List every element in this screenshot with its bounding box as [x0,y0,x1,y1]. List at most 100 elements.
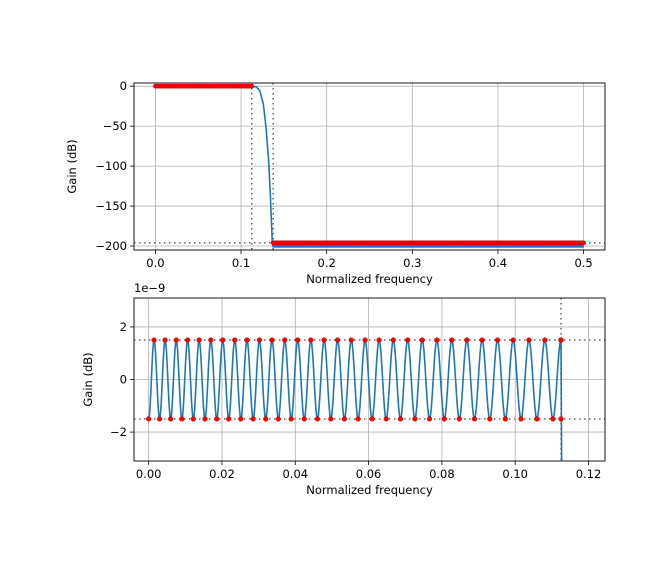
top-x-axis-label: Normalized frequency [306,272,433,286]
y-tick-label: −2 [110,425,127,439]
ripple-extrema-points [146,337,564,422]
y-tick-label: −150 [95,199,127,213]
ripple-extremum-point [321,337,327,343]
x-tick-label: 0.3 [403,256,421,270]
ripple-extremum-point [419,337,425,343]
ripple-extremum-point [156,416,163,422]
ripple-extremum-point [238,416,244,422]
top-grid [134,83,605,250]
ripple-extremum-point [308,337,314,343]
passband-ripple-panel: 0.00 0.02 0.04 0.06 0.08 0.10 0.12 2 0 −2 1e−9 No… [81,281,606,497]
passband-point [249,83,255,89]
ripple-extremum-point [314,416,321,422]
x-tick-label: 0.00 [136,467,162,481]
ripple-extremum-point [328,416,334,422]
ripple-extremum-point [510,337,516,343]
y-axis-offset-label: 1e−9 [134,281,165,295]
ripple-extremum-point [295,337,301,343]
ripple-extremum-point [196,337,202,343]
ripple-extremum-point [232,337,238,343]
bottom-grid [134,298,605,461]
ripple-extremum-point [534,416,540,422]
ripple-extremum-point [434,337,440,343]
ripple-extremum-point [383,416,389,422]
y-tick-label: −100 [95,159,127,173]
ripple-extremum-point [397,416,404,422]
top-axis-ticks: 0.0 0.1 0.2 0.3 0.4 0.5 0 −50 −100 −150 −200 [95,79,592,270]
x-tick-label: 0.4 [489,256,507,270]
ripple-extremum-point [282,337,288,343]
ripple-extremum-point [526,337,532,343]
ripple-extremum-point [558,416,564,422]
ripple-extremum-point [502,416,508,422]
y-tick-label: 0 [120,373,127,387]
ripple-extremum-point [362,337,368,343]
x-tick-label: 0.12 [576,467,602,481]
ripple-extremum-point [376,337,382,343]
x-tick-label: 0.0 [146,256,164,270]
ripple-extremum-point [190,416,196,422]
ripple-extremum-point [220,337,226,343]
ripple-extremum-point [369,416,375,422]
top-y-axis-label: Gain (dB) [65,139,79,193]
ripple-extremum-point [456,416,462,422]
ripple-extremum-point [256,337,263,343]
ripple-extremum-point [168,416,174,422]
ripple-extremum-point [179,416,185,422]
ripple-extremum-point [558,337,564,343]
y-tick-label: 2 [120,320,127,334]
ripple-extremum-point [151,337,157,343]
y-tick-label: −50 [103,119,127,133]
ripple-extremum-point [464,337,470,343]
ripple-extremum-point [518,416,524,422]
stopband-point [581,240,586,246]
ripple-extremum-point [412,416,418,422]
x-tick-label: 0.10 [502,467,528,481]
ripple-extremum-point [390,337,396,343]
magnitude-response-panel: 0.0 0.1 0.2 0.3 0.4 0.5 0 −50 −100 −150 −200 Norma… [65,79,606,286]
ripple-extremum-point [162,337,168,343]
ripple-extremum-point [250,416,256,422]
ripple-extremum-point [226,416,232,422]
ripple-extremum-point [487,416,493,422]
ripple-extremum-point [441,416,447,422]
ripple-extremum-point [173,337,179,343]
ripple-extremum-point [335,337,341,343]
ripple-extremum-point [479,337,485,343]
ripple-extremum-point [288,416,294,422]
ripple-extremum-point [355,416,361,422]
x-tick-label: 0.04 [282,467,308,481]
x-tick-label: 0.08 [429,467,455,481]
ripple-extremum-point [263,416,269,422]
ripple-extremum-point [550,416,556,422]
ripple-extremum-point [269,337,275,343]
bottom-y-axis-label: Gain (dB) [81,352,95,406]
ripple-response-line [147,336,563,462]
band-constraint-points [153,83,586,246]
ripple-extremum-point [494,337,501,343]
x-tick-label: 0.02 [209,467,235,481]
ripple-extremum-point [275,416,281,422]
ripple-extremum-point [244,337,250,343]
ripple-extremum-point [426,416,433,422]
x-tick-label: 0.1 [232,256,250,270]
y-tick-label: 0 [120,79,127,93]
ripple-extremum-point [301,416,307,422]
ripple-extremum-point [341,416,348,422]
ripple-extremum-point [471,416,478,422]
bottom-axis-ticks: 0.00 0.02 0.04 0.06 0.08 0.10 0.12 2 0 −2 [110,320,601,481]
x-tick-label: 0.5 [574,256,592,270]
x-tick-label: 0.06 [356,467,382,481]
ripple-extremum-point [214,416,220,422]
ripple-extremum-point [542,337,548,343]
ripple-extremum-point [449,337,455,343]
x-tick-label: 0.2 [318,256,336,270]
bottom-x-axis-label: Normalized frequency [306,483,433,497]
ripple-extremum-point [202,416,208,422]
ripple-extremum-point [146,416,152,422]
y-tick-label: −200 [95,239,127,253]
ripple-extremum-point [185,337,191,343]
ripple-extremum-point [208,337,214,343]
ripple-extremum-point [405,337,411,343]
